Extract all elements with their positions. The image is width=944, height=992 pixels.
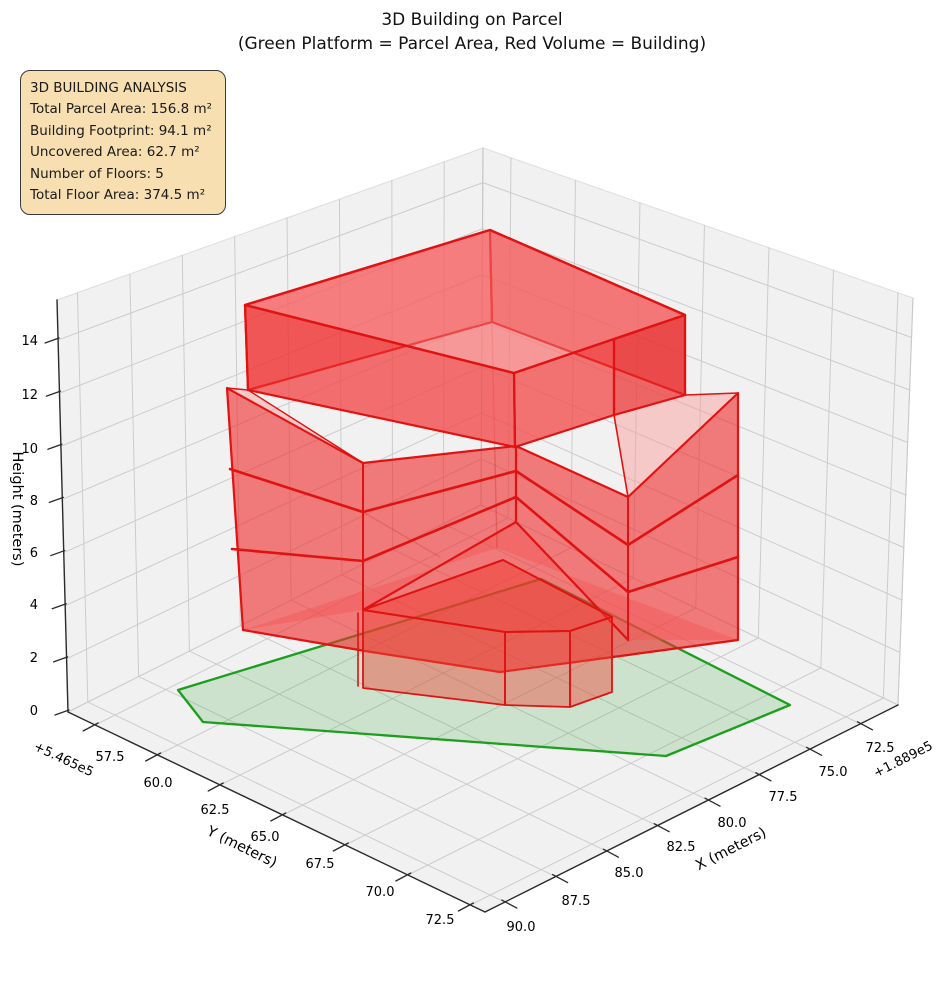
grid-line [482,182,913,338]
y-axis-offset: +5.465e5 [31,739,96,780]
info-box-line: Total Floor Area: 374.5 m² [30,187,206,204]
chart-title: 3D Building on Parcel (Green Platform = … [0,8,944,56]
x-tick-mark [653,823,670,833]
y-tick-mark [395,872,412,882]
x-tick-mark [805,746,823,756]
x-axis-line [484,704,899,913]
chart-title-line2: (Green Platform = Parcel Area, Red Volum… [237,34,707,54]
y-tick-mark [332,842,349,852]
x-tick-label: 82.5 [667,840,696,855]
grid-line [820,269,834,669]
x-tick-label: 87.5 [562,894,591,909]
info-box-line: Building Footprint: 94.1 m² [30,122,212,139]
right-pane-edge [897,297,914,706]
grid-line [239,625,658,827]
grid-line [882,292,899,699]
y-axis-line [67,711,486,913]
z-tick-label: 12 [21,388,38,403]
y-tick-mark [145,752,162,762]
x-tick-mark [551,873,569,884]
x-tick-mark [704,797,721,807]
y-tick-mark [207,782,224,792]
grid-line [407,667,822,876]
y-tick-mark [270,812,287,822]
y-tick-mark [457,902,475,912]
x-tick-label: 75.0 [819,765,848,780]
y-tick-mark [82,722,99,732]
grid-line [57,182,484,341]
y-tick-label: 70.0 [366,885,395,900]
z-tick-mark [48,496,64,504]
grid-line [757,247,770,639]
grid-line [469,697,884,906]
info-box-line: Number of Floors: 5 [30,165,164,182]
info-box-line: Uncovered Area: 62.7 m² [30,144,200,161]
grid-line [76,292,89,703]
body-top-step-left [226,387,364,464]
z-tick-label: 0 [30,704,38,719]
grid-line [181,254,190,652]
z-axis-line [56,299,69,713]
floor1-front-wall [504,630,571,708]
y-tick-label: 67.5 [306,857,335,872]
x-tick-mark [501,899,518,909]
info-box-line: Total Parcel Area: 156.8 m² [30,101,213,118]
y-tick-label: 60.0 [144,776,173,791]
x-tick-label: 77.5 [769,790,798,805]
analysis-info-box: 3D BUILDING ANALYSIS Total Parcel Area: … [20,70,226,216]
z-tick-label: 10 [21,442,38,457]
building-bottom-notch [361,520,630,642]
z-tick-label: 14 [21,334,38,349]
y-tick-label: 65.0 [251,830,280,845]
z-tick-mark [51,603,67,610]
z-tick-mark [50,549,66,557]
x-tick-label: 80.0 [718,816,747,831]
y-tick-label: 72.5 [426,913,455,928]
x-tick-mark [856,721,874,731]
z-tick-mark [54,709,70,716]
info-box-title: 3D BUILDING ANALYSIS [30,80,187,96]
z-tick-mark [47,443,63,450]
chart-title-line1: 3D Building on Parcel [381,10,563,30]
z-tick-label: 2 [30,651,38,666]
x-tick-mark [755,772,772,782]
grid-line [344,637,759,846]
x-tick-label: 85.0 [615,866,644,881]
z-tick-mark [44,337,60,344]
x-tick-label: 72.5 [866,741,895,756]
topfloor-top-face [243,228,687,375]
z-tick-label: 6 [30,546,38,561]
z-tick-mark [45,390,62,397]
y-tick-label: 57.5 [96,750,125,765]
x-tick-label: 90.0 [507,920,536,935]
grid-line [188,650,607,852]
grid-line [138,676,557,878]
z-tick-label: 4 [30,598,38,613]
floor1-front-right-wall [569,616,613,708]
z-tick-label: 8 [30,494,38,509]
z-tick-mark [52,656,69,663]
z-axis-label: Height (meters) [9,451,25,566]
grid-line [482,228,911,391]
grid-line [129,273,140,678]
x-tick-mark [602,848,620,858]
interior-edge [362,511,441,558]
y-tick-label: 62.5 [201,803,230,818]
x-axis-label: X (meters) [693,825,769,874]
grid-line [87,701,506,903]
